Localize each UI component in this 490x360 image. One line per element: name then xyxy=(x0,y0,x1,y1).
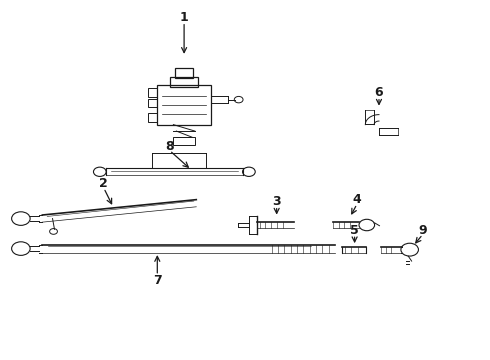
Text: 1: 1 xyxy=(180,11,189,24)
Text: 2: 2 xyxy=(99,177,108,190)
Text: 5: 5 xyxy=(350,224,359,237)
Text: 3: 3 xyxy=(272,195,281,208)
Text: 6: 6 xyxy=(375,86,383,99)
Text: 9: 9 xyxy=(418,224,427,237)
Text: 8: 8 xyxy=(165,140,174,153)
Text: 4: 4 xyxy=(353,193,362,206)
Text: 7: 7 xyxy=(153,274,162,287)
